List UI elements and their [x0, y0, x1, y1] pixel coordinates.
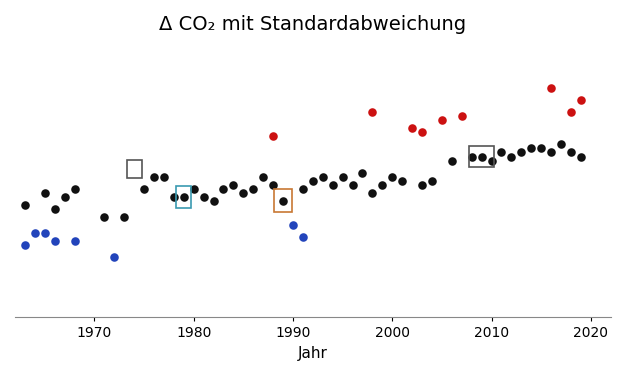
Point: [417, 182, 427, 188]
Point: [318, 174, 328, 180]
Point: [159, 174, 169, 180]
Point: [298, 234, 308, 240]
Point: [40, 230, 50, 236]
Point: [139, 186, 149, 192]
Point: [20, 242, 30, 248]
Point: [576, 97, 586, 103]
Point: [546, 85, 556, 91]
Point: [347, 182, 357, 188]
Point: [456, 113, 466, 119]
Point: [337, 174, 347, 180]
Point: [477, 153, 487, 159]
Point: [516, 150, 526, 156]
Point: [427, 177, 437, 183]
Point: [328, 182, 338, 188]
Point: [149, 174, 159, 180]
Point: [437, 117, 447, 123]
Point: [497, 150, 507, 156]
Point: [179, 194, 189, 200]
Point: [70, 186, 80, 192]
Point: [50, 206, 60, 212]
Point: [70, 238, 80, 244]
Point: [20, 202, 30, 208]
Point: [218, 186, 228, 192]
Title: Δ CO₂ mit Standardabweichung: Δ CO₂ mit Standardabweichung: [159, 15, 466, 34]
Point: [50, 238, 60, 244]
Point: [377, 182, 387, 188]
Point: [397, 177, 407, 183]
Point: [298, 186, 308, 192]
Point: [576, 153, 586, 159]
Point: [526, 146, 536, 152]
Point: [367, 190, 377, 196]
Point: [367, 109, 377, 115]
Point: [447, 158, 457, 164]
Point: [268, 182, 278, 188]
Point: [466, 153, 477, 159]
Point: [248, 186, 258, 192]
Point: [109, 254, 119, 260]
Point: [209, 198, 219, 204]
Point: [228, 182, 238, 188]
Point: [40, 190, 50, 196]
Point: [387, 174, 398, 180]
Point: [119, 214, 129, 220]
Point: [546, 150, 556, 156]
Point: [169, 194, 179, 200]
X-axis label: Jahr: Jahr: [298, 346, 328, 361]
Point: [507, 153, 517, 159]
Point: [566, 109, 576, 115]
Point: [30, 230, 40, 236]
Point: [99, 214, 109, 220]
Point: [288, 222, 298, 228]
Point: [258, 174, 268, 180]
Point: [536, 146, 546, 152]
Point: [556, 141, 566, 147]
Point: [417, 129, 427, 135]
Point: [189, 186, 199, 192]
Point: [407, 125, 417, 131]
Point: [199, 194, 209, 200]
Point: [238, 190, 248, 196]
Point: [487, 158, 497, 164]
Point: [60, 194, 70, 200]
Point: [357, 170, 367, 176]
Point: [566, 150, 576, 156]
Point: [278, 198, 288, 204]
Point: [268, 133, 278, 139]
Point: [308, 177, 318, 183]
